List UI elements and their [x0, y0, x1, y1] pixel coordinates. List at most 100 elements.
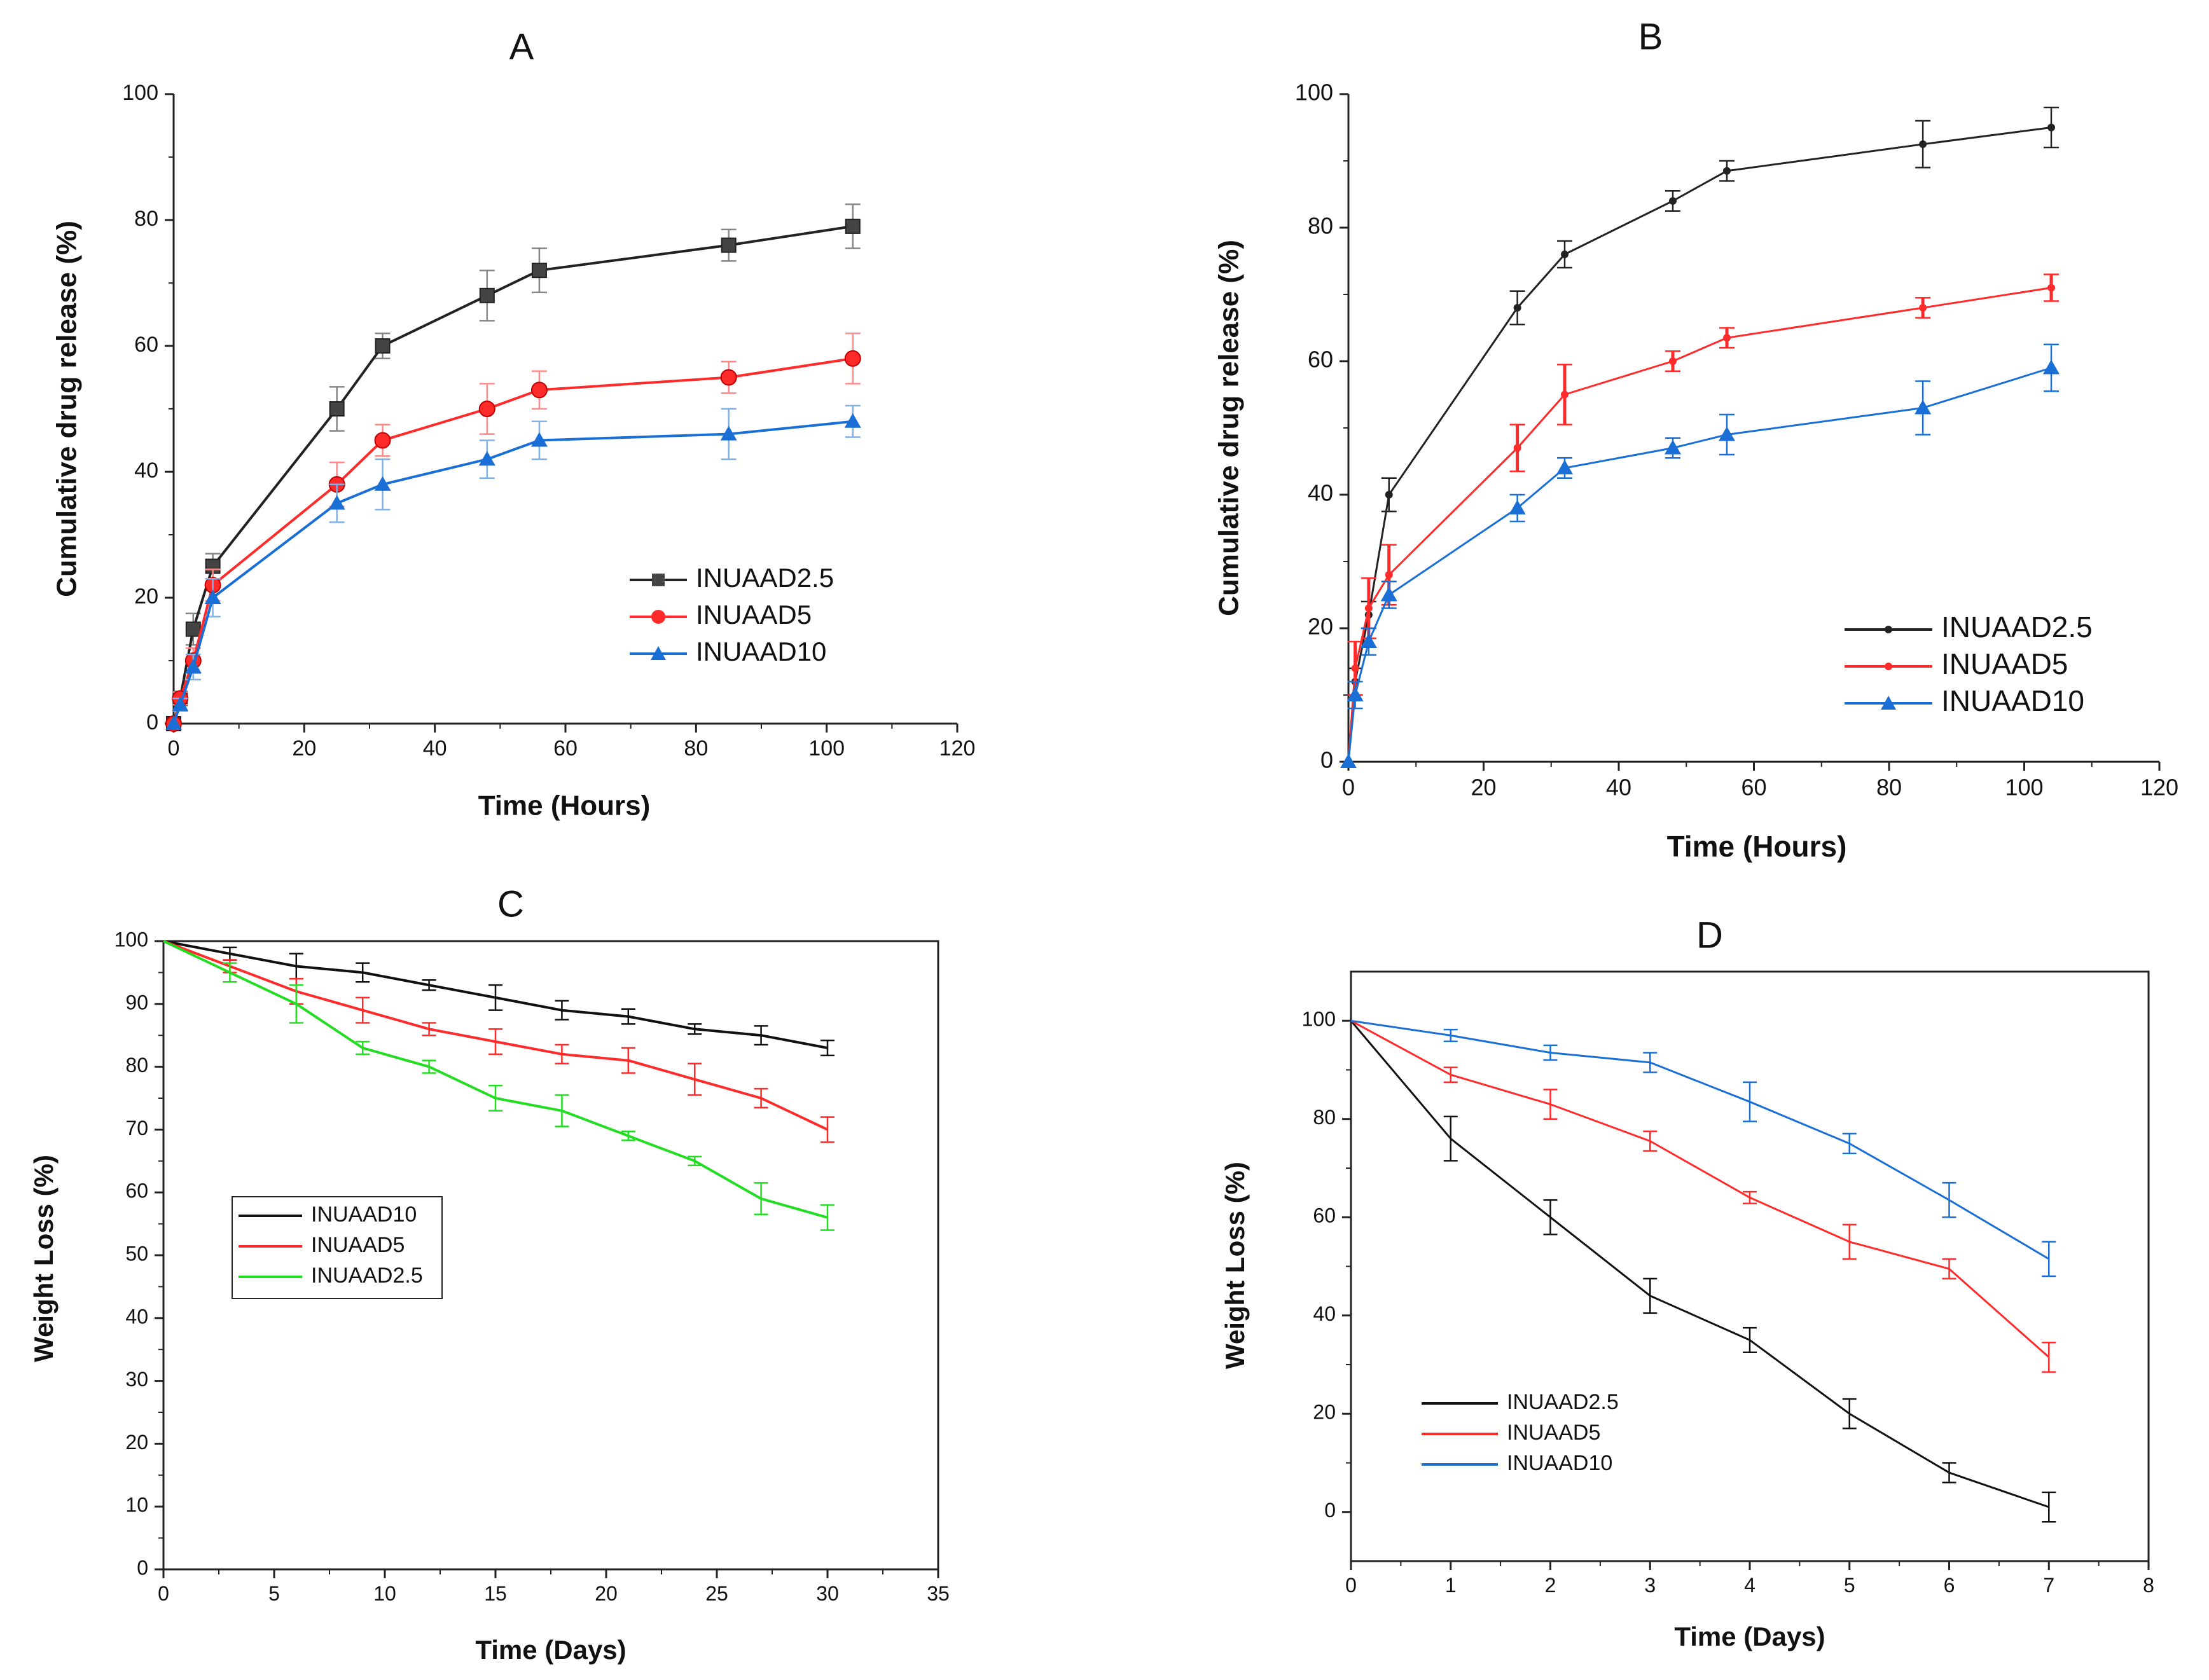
data-point — [1669, 357, 1677, 365]
data-point — [1561, 251, 1568, 258]
legend-item: INUAAD2.5 — [1422, 1390, 1619, 1414]
data-point — [2047, 284, 2055, 292]
series-line — [172, 420, 853, 724]
series-inuaad10 — [1350, 1019, 2056, 1277]
data-point — [1340, 754, 1357, 768]
legend-item: INUAAD2.5 — [1845, 610, 2093, 644]
data-point — [1509, 500, 1526, 514]
legend-item: INUAAD2.5 — [239, 1263, 423, 1288]
legend-item: INUAAD5 — [1422, 1421, 1600, 1445]
data-point — [1385, 571, 1393, 579]
panel-label: D — [1696, 914, 1723, 956]
y-tick-label: 80 — [1308, 213, 1333, 239]
x-tick-label: 8 — [2143, 1574, 2154, 1597]
x-tick-label: 10 — [373, 1582, 396, 1605]
legend-marker — [651, 610, 665, 624]
series-inuaad2-5 — [1350, 1020, 2056, 1523]
x-tick-label: 20 — [292, 736, 316, 761]
y-tick-label: 100 — [122, 81, 158, 105]
x-tick-label: 0 — [1345, 1574, 1357, 1597]
y-tick-label: 40 — [125, 1305, 148, 1328]
y-tick-label: 40 — [1313, 1302, 1336, 1325]
plot-frame — [1350, 970, 2150, 1562]
legend-label: INUAAD10 — [1507, 1451, 1612, 1475]
series-inuaad2-5 — [166, 203, 861, 731]
series-inuaad10 — [1340, 343, 2060, 768]
series-inuaad5 — [1350, 1019, 2056, 1373]
x-axis-label: Time (Days) — [1674, 1621, 1825, 1651]
x-tick-label: 100 — [2005, 774, 2043, 800]
data-point — [1360, 633, 1377, 648]
data-point — [328, 495, 345, 510]
y-tick-label: 20 — [1313, 1401, 1336, 1424]
legend-marker — [1885, 663, 1892, 670]
legend-label: INUAAD10 — [696, 637, 826, 666]
legend-item: INUAAD10 — [1845, 684, 2084, 717]
y-tick-label: 0 — [146, 710, 158, 734]
legend: INUAAD10 INUAAD5 INUAAD2.5 — [232, 1196, 443, 1299]
series-inuaad10 — [165, 404, 861, 730]
y-axis-label: Weight Loss (%) — [1220, 1162, 1250, 1369]
x-tick-label: 40 — [423, 736, 447, 761]
data-point — [845, 218, 861, 234]
y-tick-label: 20 — [134, 584, 158, 609]
y-axis-label: Weight Loss (%) — [29, 1155, 59, 1362]
data-point — [531, 263, 547, 279]
y-tick-label: 20 — [125, 1431, 148, 1454]
data-point — [1513, 304, 1521, 312]
legend-label: INUAAD5 — [1941, 647, 2068, 680]
x-tick-label: 2 — [1545, 1574, 1556, 1597]
y-tick-label: 50 — [125, 1242, 148, 1265]
x-tick-label: 1 — [1445, 1574, 1457, 1597]
x-tick-label: 120 — [2140, 774, 2178, 800]
y-tick-label: 40 — [134, 458, 158, 483]
series-line — [163, 940, 828, 1049]
series-line — [1347, 287, 2052, 762]
data-point — [185, 621, 201, 637]
data-point — [479, 287, 495, 303]
series-inuaad5 — [165, 332, 861, 732]
y-tick-label: 60 — [1308, 347, 1333, 373]
data-point — [1364, 604, 1373, 612]
x-tick-label: 40 — [1606, 774, 1631, 800]
legend-item: INUAAD10 — [630, 637, 826, 666]
data-point — [478, 401, 495, 417]
series-line — [1347, 127, 2052, 762]
y-tick-label: 70 — [125, 1117, 148, 1140]
data-point — [1723, 334, 1731, 342]
x-tick-label: 100 — [808, 736, 845, 761]
data-point — [1561, 390, 1568, 399]
x-tick-label: 20 — [1471, 774, 1496, 800]
data-point — [1919, 304, 1927, 312]
data-point — [165, 715, 182, 730]
data-point — [1385, 491, 1393, 499]
x-axis-label: Time (Hours) — [478, 790, 651, 822]
series-line — [163, 940, 828, 1219]
x-tick-label: 0 — [168, 736, 180, 761]
data-point — [172, 696, 189, 712]
y-tick-label: 20 — [1308, 614, 1333, 640]
legend-marker — [652, 574, 665, 586]
legend-marker — [651, 646, 666, 660]
panel-b: B 0 20 40 60 80 100 120 0 20 40 60 80 100 Time (Hours)… — [1214, 16, 2178, 863]
legend-label: INUAAD10 — [311, 1202, 417, 1227]
x-tick-label: 0 — [1342, 774, 1355, 800]
data-point — [1719, 426, 1735, 441]
panel-a: A 0 20 40 60 80 100 120 0 20 40 60 80 100 Time (Hours)… — [52, 26, 976, 821]
series-inuaad5 — [163, 940, 834, 1143]
x-tick-label: 25 — [705, 1582, 728, 1605]
data-point — [1723, 167, 1731, 175]
panel-label: B — [1638, 16, 1663, 57]
data-point — [2043, 359, 2060, 375]
x-tick-label: 20 — [595, 1582, 618, 1605]
x-tick-label: 80 — [1876, 774, 1902, 800]
legend-label: INUAAD5 — [696, 600, 812, 630]
x-axis-label: Time (Hours) — [1667, 830, 1847, 863]
data-point — [329, 401, 345, 417]
y-tick-label: 80 — [134, 207, 158, 231]
panel-label: C — [497, 883, 524, 925]
data-point — [1915, 399, 1932, 415]
data-point — [720, 425, 737, 441]
series-line — [163, 940, 828, 1131]
y-tick-label: 10 — [125, 1494, 148, 1517]
